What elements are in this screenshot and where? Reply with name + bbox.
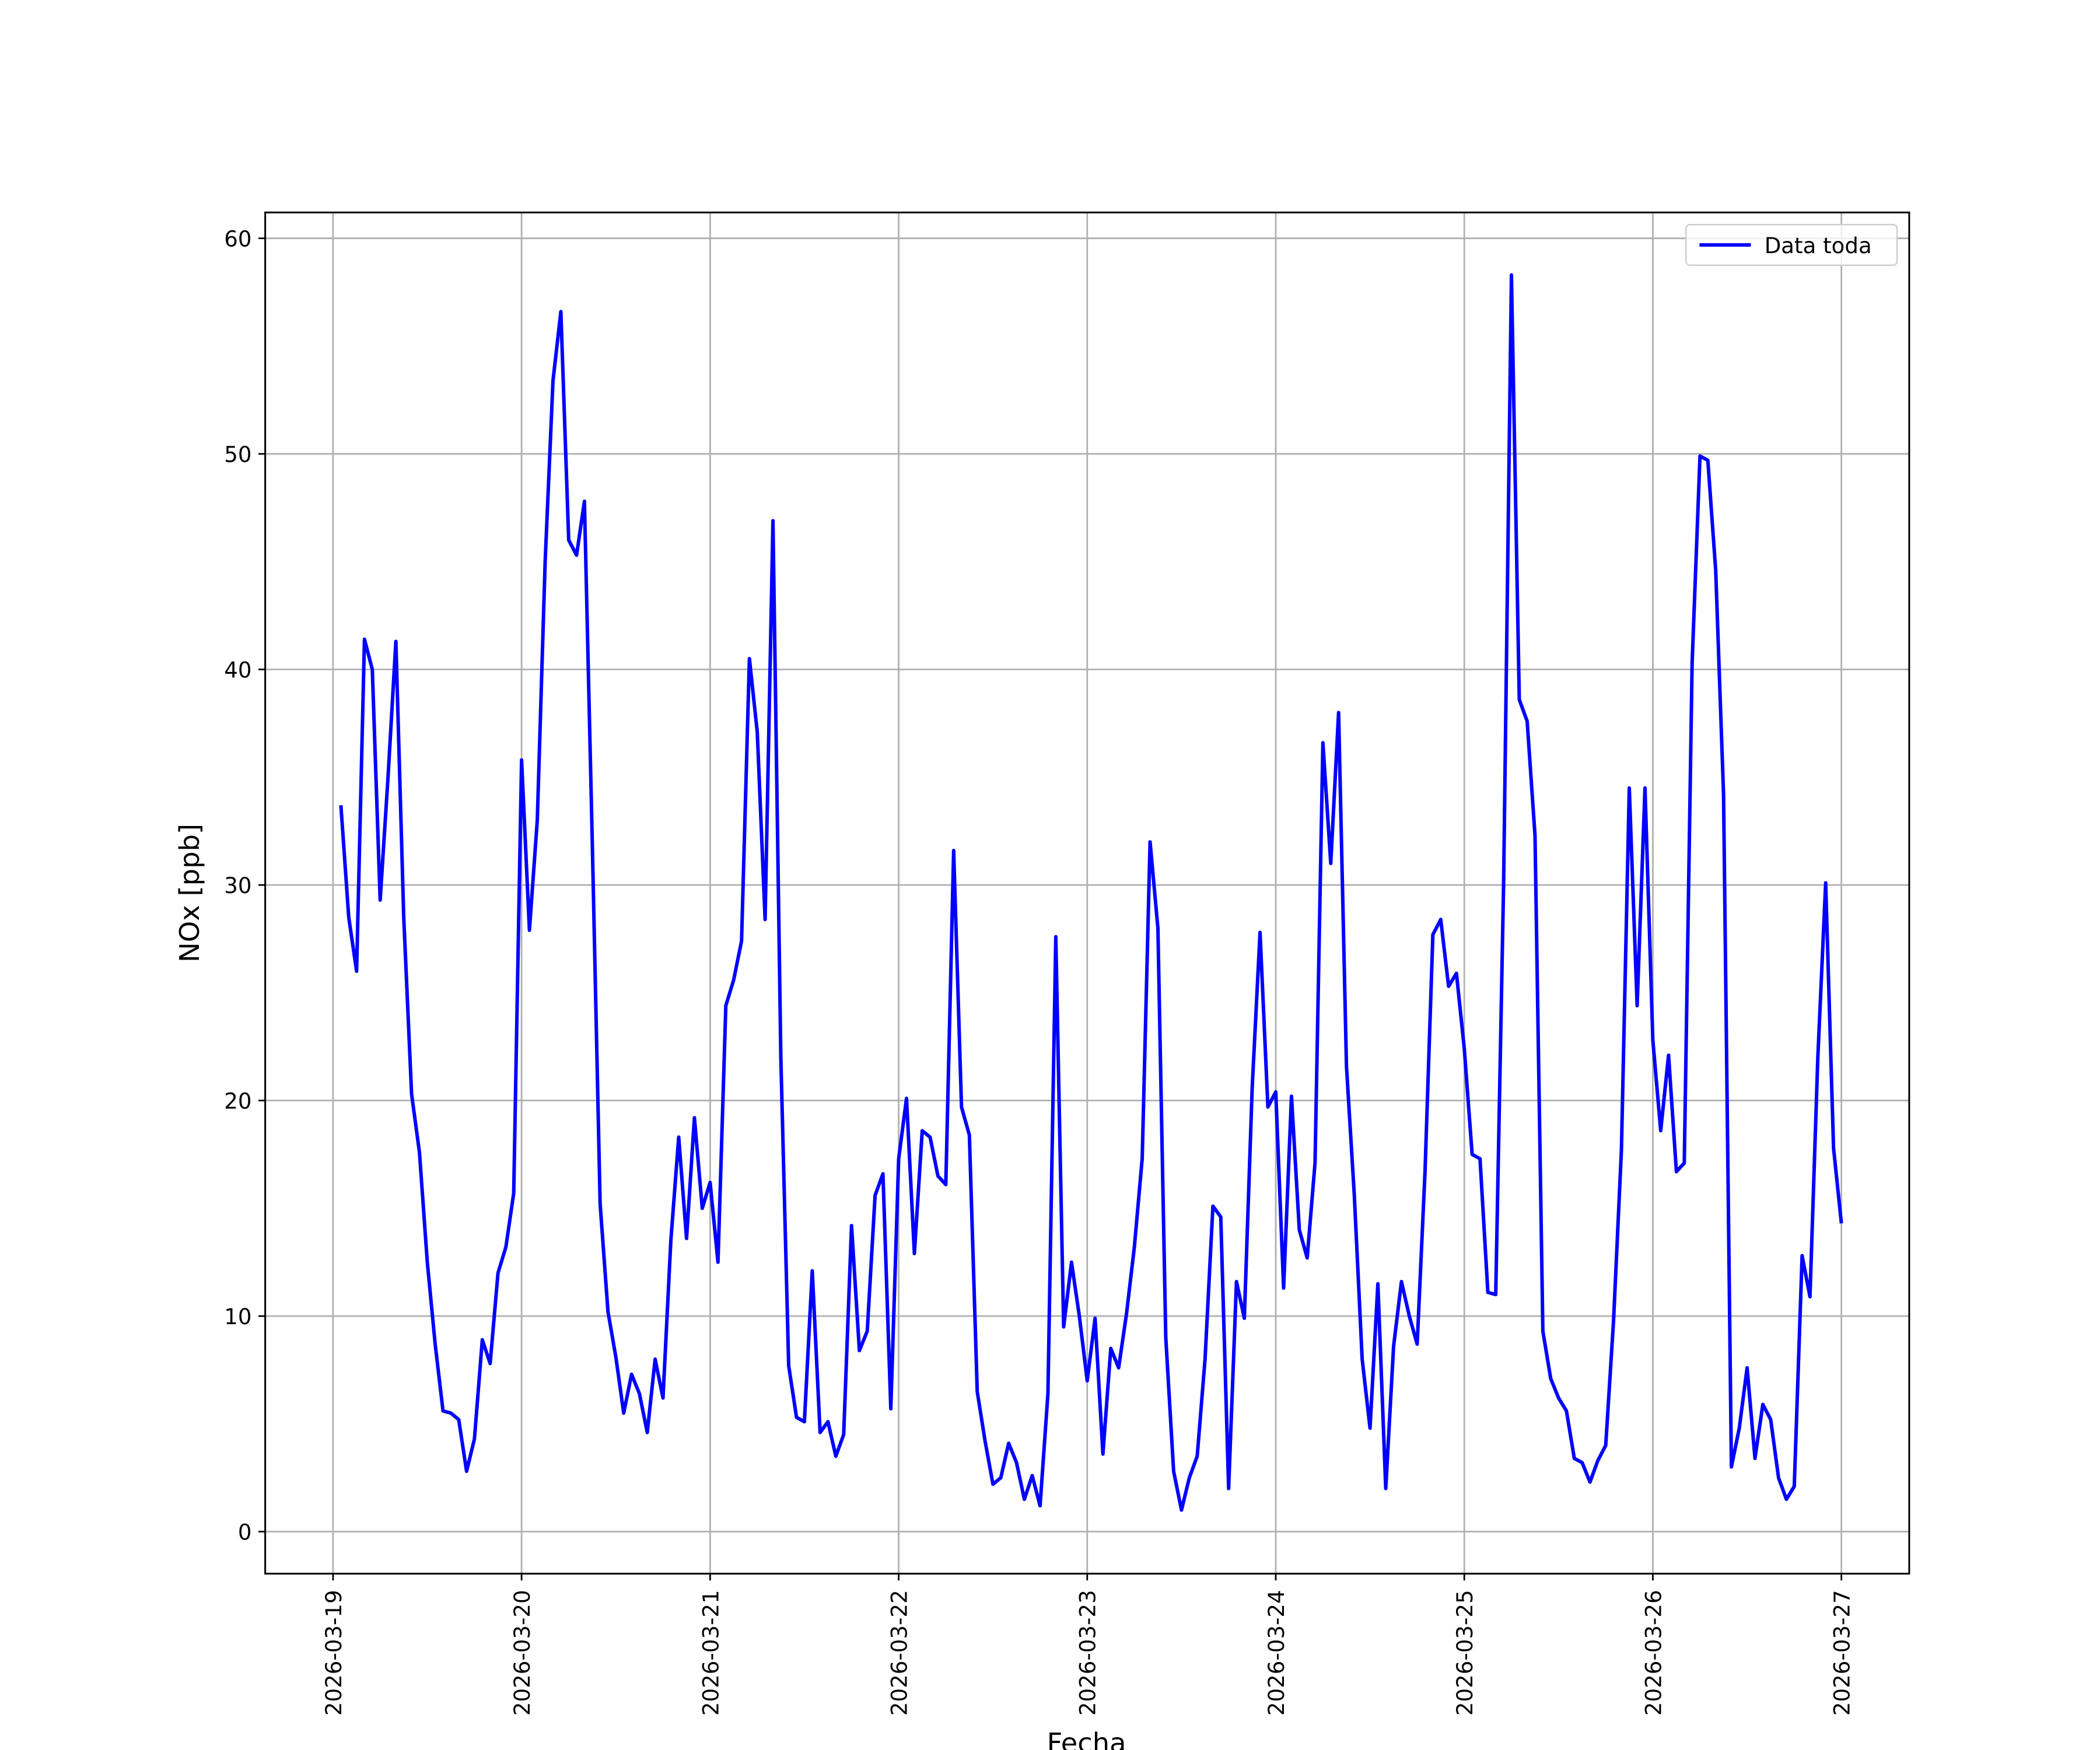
- x-tick-label: 2026-03-19: [321, 1590, 346, 1716]
- x-tick-label: 2026-03-27: [1830, 1590, 1855, 1716]
- legend-box: [1685, 223, 1898, 266]
- x-axis-label: Fecha: [1047, 1727, 1126, 1750]
- legend-label: Data toda: [1765, 233, 1872, 258]
- x-tick-label: 2026-03-20: [510, 1590, 535, 1716]
- x-tick-label: 2026-03-21: [698, 1590, 723, 1716]
- data-line: [339, 273, 1843, 1512]
- x-tick-label: 2026-03-25: [1452, 1590, 1478, 1716]
- plot-area: 0 10 20 30 40 50 60 2026-03-19 2026-03-20 2026-03…: [224, 211, 1910, 1716]
- y-tick-label: 20: [224, 1089, 251, 1114]
- x-tick-label: 2026-03-26: [1641, 1590, 1666, 1716]
- y-tick-label: 30: [224, 873, 251, 898]
- x-tick-label: 2026-03-23: [1076, 1590, 1101, 1716]
- x-tick-label: 2026-03-22: [887, 1590, 912, 1716]
- plot-frame: [264, 211, 1910, 1575]
- y-tick-label: 60: [224, 226, 251, 251]
- y-tick-label: 40: [224, 658, 251, 683]
- y-tick-label: 50: [224, 442, 251, 467]
- y-tick-label: 0: [238, 1520, 252, 1545]
- y-axis-label: NOx [ppb]: [174, 824, 205, 963]
- x-tick-label: 2026-03-24: [1264, 1590, 1289, 1716]
- y-tick-label: 10: [224, 1304, 251, 1329]
